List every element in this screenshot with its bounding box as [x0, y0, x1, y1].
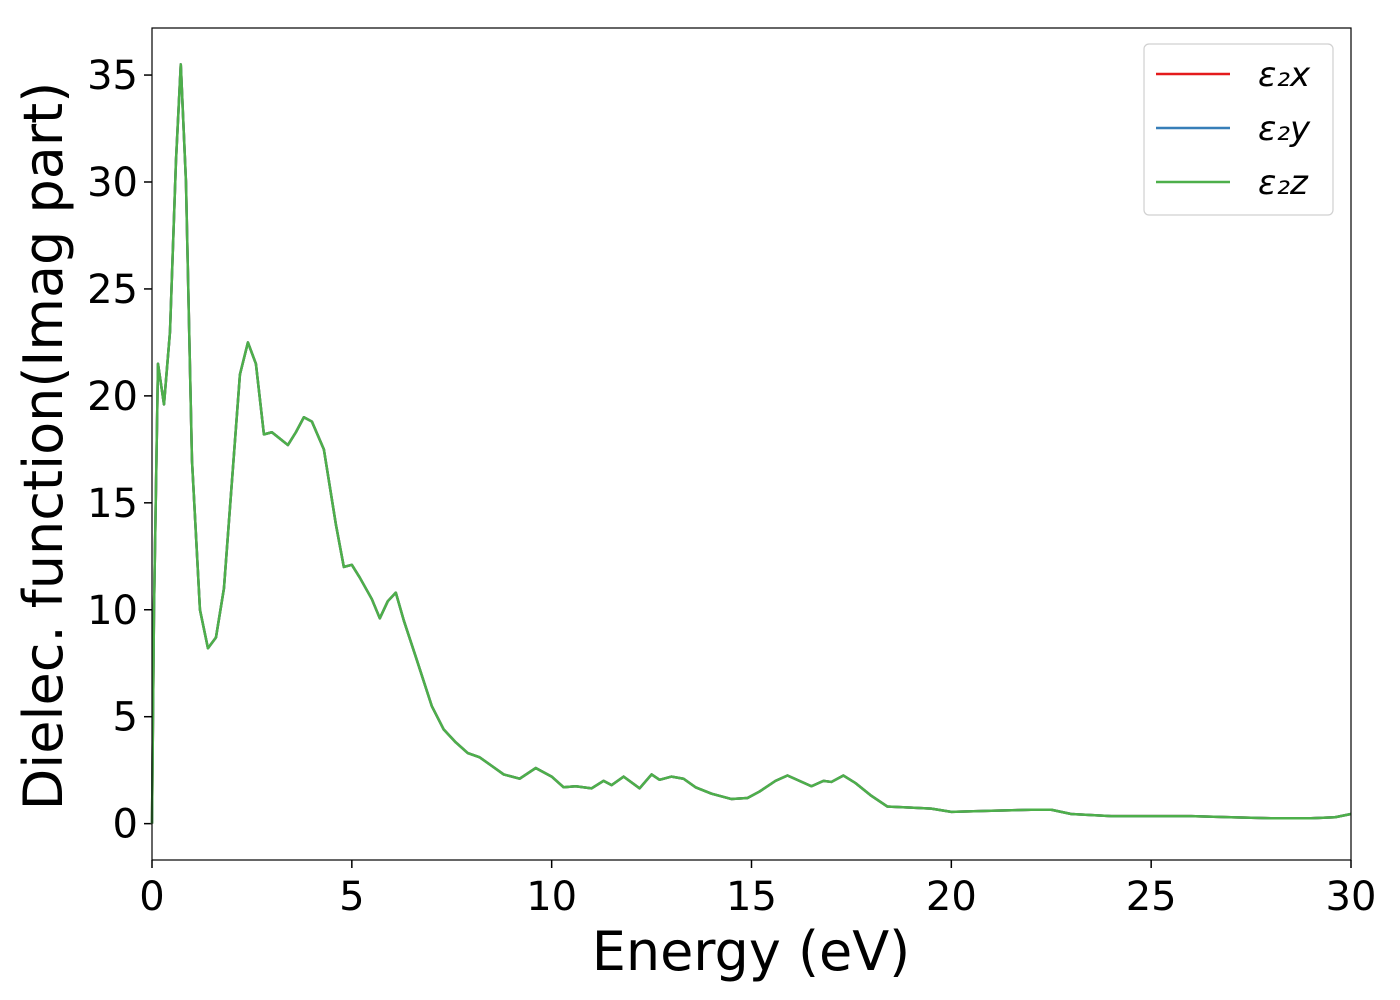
- legend-box: [1143, 43, 1334, 216]
- legend-label: ε₂z: [1258, 163, 1309, 203]
- legend-label: ε₂x: [1258, 55, 1311, 95]
- y-tick-label: 5: [113, 695, 138, 741]
- legend-label: ε₂y: [1258, 109, 1311, 149]
- y-tick-label: 0: [113, 802, 138, 848]
- data-line: [150, 63, 1352, 824]
- x-tick-label: 0: [139, 874, 164, 920]
- y-tick-label: 35: [87, 53, 138, 99]
- x-tick-label: 5: [339, 874, 364, 920]
- x-tick-label: 30: [1326, 874, 1377, 920]
- plot-frame: [151, 27, 1352, 861]
- x-tick-label: 20: [926, 874, 977, 920]
- y-tick-label: 20: [87, 374, 138, 420]
- x-axis-label: Energy (eV): [592, 920, 911, 983]
- y-tick-label: 25: [87, 267, 138, 313]
- y-tick-label: 30: [87, 160, 138, 206]
- x-tick-label: 25: [1126, 874, 1177, 920]
- y-axis-label: Dielec. function(Imag part): [12, 82, 75, 811]
- x-tick-label: 10: [526, 874, 577, 920]
- x-tick-label: 15: [726, 874, 777, 920]
- y-tick-label: 15: [87, 481, 138, 527]
- y-tick-label: 10: [87, 588, 138, 634]
